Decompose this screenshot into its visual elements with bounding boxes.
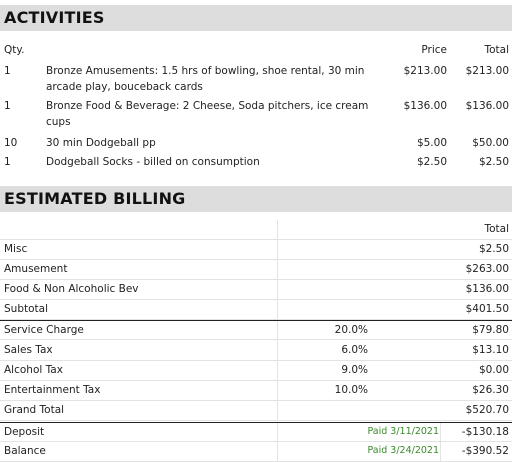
activity-total: $50.00: [472, 137, 509, 149]
billing-row-balance: Balance Paid 3/24/2021 -$390.52: [0, 442, 512, 462]
activity-description: Dodgeball Socks - billed on consumption: [46, 156, 260, 168]
billing-row-grand-total: Grand Total $520.70: [0, 401, 512, 421]
activity-price: $2.50: [416, 156, 447, 168]
paid-status: Paid 3/11/2021: [367, 426, 439, 437]
billing-amount: $2.50: [478, 243, 509, 255]
billing-amount: $13.10: [472, 344, 509, 356]
billing-header-row: Total: [0, 220, 512, 240]
billing-amount: $0.00: [478, 364, 509, 376]
billing-amount: -$130.18: [461, 426, 509, 438]
activity-price: $136.00: [403, 100, 447, 112]
activity-total: $213.00: [465, 65, 509, 77]
activity-description: 30 min Dodgeball pp: [46, 137, 156, 149]
billing-amount: $263.00: [465, 263, 509, 275]
billing-amount: -$390.52: [461, 445, 509, 457]
billing-label: Deposit: [4, 426, 45, 438]
activity-price: $5.00: [416, 137, 447, 149]
billing-label: Misc: [4, 243, 28, 255]
activity-total: $136.00: [465, 100, 509, 112]
billing-row-sales-tax: Sales Tax 6.0% $13.10: [0, 341, 512, 361]
price-column-header: Price: [421, 44, 447, 56]
billing-label: Entertainment Tax: [4, 384, 101, 396]
qty-column-header: Qty.: [4, 44, 25, 56]
billing-label: Food & Non Alcoholic Bev: [4, 283, 139, 295]
billing-label: Subtotal: [4, 303, 48, 315]
billing-row-amusement: Amusement $263.00: [0, 260, 512, 280]
billing-label: Grand Total: [4, 404, 65, 416]
activity-description: Bronze Food & Beverage: 2 Cheese, Soda p…: [46, 100, 369, 128]
billing-percent: 9.0%: [341, 364, 368, 376]
billing-row-deposit: Deposit Paid 3/11/2021 -$130.18: [0, 422, 512, 443]
billing-amount: $136.00: [465, 283, 509, 295]
billing-label: Alcohol Tax: [4, 364, 63, 376]
billing-amount: $79.80: [472, 324, 509, 336]
billing-row-subtotal: Subtotal $401.50: [0, 300, 512, 320]
billing-label: Service Charge: [4, 324, 84, 336]
total-column-header: Total: [484, 44, 509, 56]
billing-label: Balance: [4, 445, 46, 457]
billing-percent: 10.0%: [334, 384, 368, 396]
billing-amount: $401.50: [465, 303, 509, 315]
billing-row-food: Food & Non Alcoholic Bev $136.00: [0, 280, 512, 300]
billing-amount: $26.30: [472, 384, 509, 396]
billing-row-entertainment-tax: Entertainment Tax 10.0% $26.30: [0, 381, 512, 401]
activities-header: ACTIVITIES: [0, 5, 512, 31]
billing-label: Sales Tax: [4, 344, 53, 356]
activity-qty: 1: [4, 65, 11, 77]
billing-row-alcohol-tax: Alcohol Tax 9.0% $0.00: [0, 361, 512, 381]
activity-qty: 10: [4, 137, 18, 149]
activity-total: $2.50: [478, 156, 509, 168]
billing-percent: 6.0%: [341, 344, 368, 356]
billing-amount: $520.70: [465, 404, 509, 416]
estimated-billing-header: ESTIMATED BILLING: [0, 186, 512, 212]
activity-price: $213.00: [403, 65, 447, 77]
activity-qty: 1: [4, 100, 11, 112]
billing-row-misc: Misc $2.50: [0, 240, 512, 260]
billing-percent: 20.0%: [334, 324, 368, 336]
billing-label: Amusement: [4, 263, 68, 275]
activity-qty: 1: [4, 156, 11, 168]
billing-total-header: Total: [484, 223, 509, 235]
billing-row-service-charge: Service Charge 20.0% $79.80: [0, 320, 512, 341]
activity-description: Bronze Amusements: 1.5 hrs of bowling, s…: [46, 65, 365, 93]
paid-status: Paid 3/24/2021: [367, 445, 439, 456]
